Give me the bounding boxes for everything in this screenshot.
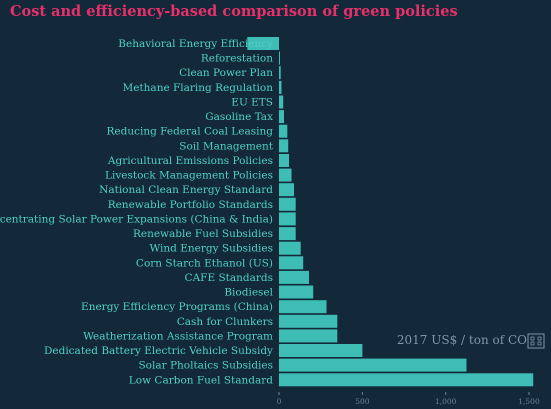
category-label: Solar Pholtaics Subsidies [138,360,273,372]
category-label: Reforestation [201,53,273,65]
category-label: National Clean Energy Standard [99,184,273,196]
category-label: Livestock Management Policies [105,170,273,182]
chart-title: Cost and efficiency-based comparison of … [10,3,458,20]
x-tick-label: 0 [277,397,282,406]
category-label: Weatherization Assistance Program [83,330,273,342]
bar [279,358,467,372]
bar [279,80,282,94]
category-label: Biodiesel [224,287,273,299]
category-label: Cash for Clunkers [177,316,273,328]
x-tick-label: 1,000 [435,397,457,406]
category-label: Concentrating Solar Power Expansions (Ch… [0,213,273,225]
category-label: Corn Starch Ethanol (US) [136,257,273,269]
bar [279,212,296,226]
bar [279,227,296,241]
bar [279,110,284,124]
category-label: Reducing Federal Coal Leasing [107,126,274,138]
category-label: Agricultural Emissions Policies [107,155,273,167]
bar [279,329,338,343]
bar [279,51,280,65]
category-label: Dedicated Battery Electric Vehicle Subsi… [44,345,273,357]
bar [279,256,304,270]
category-label: Clean Power Plan [179,67,273,79]
category-label: EU ETS [231,97,273,109]
bar [279,183,294,197]
category-label: Low Carbon Fuel Standard [129,374,273,386]
bar [279,139,289,153]
bar [279,197,296,211]
x-tick-label: 500 [355,397,370,406]
category-label: Methane Flaring Regulation [122,82,273,94]
bar [279,373,534,387]
image-placeholder-icon [527,333,545,349]
bar [279,270,309,284]
bar [279,95,284,109]
category-label: Wind Energy Subsidies [149,243,273,255]
unit-label: 2017 US$ / ton of CO [397,333,527,347]
x-tick-label: 1,500 [518,397,540,406]
category-label: Behavioral Energy Efficiency [118,38,273,50]
category-label: Renewable Fuel Subsidies [133,228,273,240]
bar [279,300,327,314]
category-label: Soil Management [179,140,273,152]
bar [247,37,279,50]
bar [279,314,338,328]
bar [279,344,363,357]
bar [279,124,288,138]
category-label: Energy Efficiency Programs (China) [81,301,273,313]
bar [279,241,301,255]
category-label: Renewable Portfolio Standards [108,199,273,211]
bar [279,66,281,80]
bar [279,168,292,182]
category-label: CAFE Standards [185,272,273,284]
category-label: Gasoline Tax [205,111,273,123]
bar [279,285,314,299]
bar [279,154,289,167]
